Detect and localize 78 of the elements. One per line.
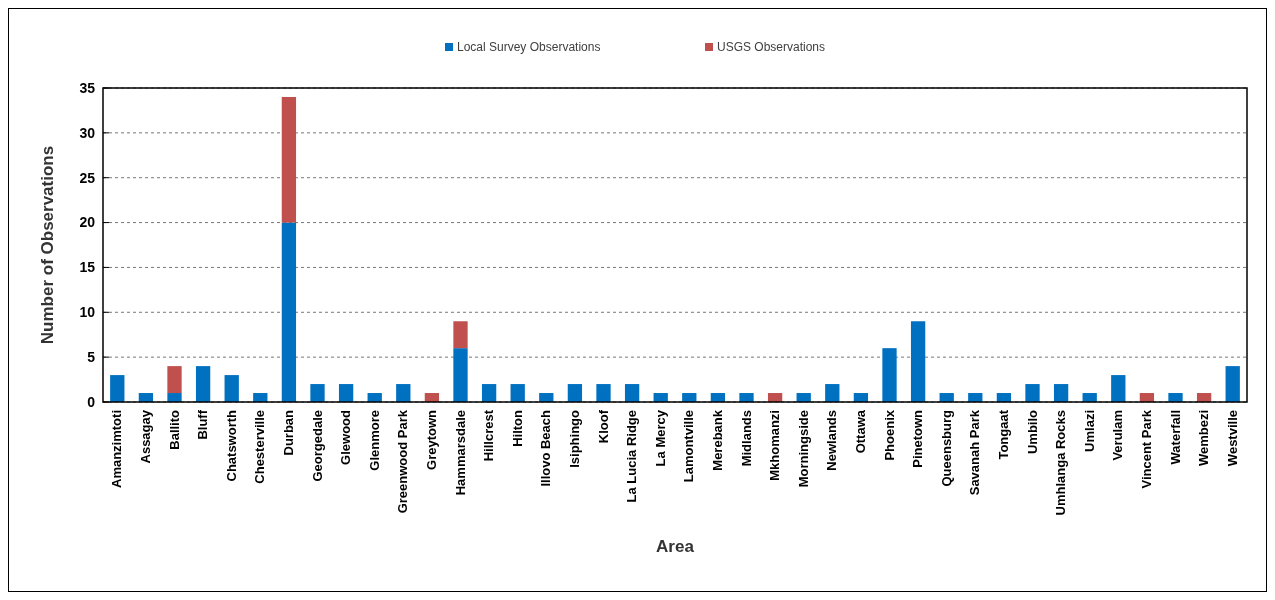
y-axis-title: Number of Observations [38, 145, 57, 345]
bar [453, 348, 468, 402]
bar [224, 375, 239, 402]
bar [1025, 384, 1040, 402]
legend-label: USGS Observations [717, 40, 826, 54]
bar [310, 384, 325, 402]
bar [1225, 366, 1240, 402]
x-tick-label: Lamontville [681, 410, 697, 483]
x-tick-label: Morningside [795, 410, 811, 488]
x-tick-label: Glenmore [366, 410, 382, 471]
bar [167, 393, 182, 402]
bar [281, 96, 297, 223]
x-axis-title: Area [656, 537, 695, 556]
x-tick-label: Hillcrest [481, 409, 497, 462]
y-tick-label: 5 [87, 349, 96, 366]
y-tick-label: 30 [79, 124, 96, 141]
x-tick-label: Amanzimtoti [109, 410, 125, 488]
x-tick-label: La Lucia Ridge [624, 410, 640, 503]
bar [396, 384, 411, 402]
x-tick-label: Hammarsdale [452, 410, 468, 496]
bar [510, 384, 525, 402]
bar [567, 384, 583, 402]
x-tick-label: Ottawa [852, 409, 868, 454]
x-tick-label: Umhlanga Rocks [1053, 410, 1069, 516]
bar [338, 384, 354, 402]
x-tick-label: Durban [280, 409, 296, 456]
y-tick-label: 15 [79, 259, 96, 276]
y-tick-label: 20 [79, 214, 96, 231]
x-tick-label: Assagay [137, 409, 153, 464]
x-tick-label: Westville [1224, 410, 1240, 467]
x-tick-label: Queensburg [938, 409, 954, 487]
x-tick-label: Umbilo [1024, 409, 1040, 455]
bar [110, 375, 125, 402]
bar [825, 384, 840, 402]
x-tick-label: Vincent Park [1138, 409, 1154, 489]
x-tick-label: Savanah Park [967, 409, 983, 496]
x-tick-label: Chatsworth [223, 409, 239, 482]
bar [167, 366, 182, 394]
x-tick-label: Illovo Beach [538, 409, 554, 487]
x-tick-label: Merebank [709, 409, 725, 471]
x-tick-label: Newlands [824, 410, 840, 471]
x-tick-label: Mkhomanzi [767, 410, 783, 481]
y-tick-label: 25 [79, 169, 96, 186]
x-tick-label: Umlazi [1081, 410, 1097, 452]
bar [596, 384, 611, 402]
x-tick-label: Phoenix [881, 409, 897, 461]
x-tick-label: Bluff [195, 409, 211, 440]
y-tick-label: 10 [79, 304, 96, 321]
x-tick-label: Wembezi [1196, 410, 1212, 467]
x-tick-label: Isiphingo [566, 409, 582, 468]
x-tick-label: Kloof [595, 409, 611, 444]
bar [453, 321, 468, 349]
x-tick-label: La Mercy [652, 409, 668, 467]
bar [1053, 384, 1069, 402]
bar [910, 321, 926, 402]
bar [1111, 375, 1126, 402]
x-tick-label: Pinetown [910, 409, 926, 468]
x-tick-label: Greytown [423, 409, 439, 470]
bar [281, 222, 297, 402]
x-tick-label: Verulam [1110, 410, 1126, 461]
x-tick-label: Chesterville [252, 410, 268, 484]
x-tick-label: Hilton [509, 409, 525, 447]
x-tick-label: Ballito [166, 409, 182, 450]
x-tick-label: Waterfall [1167, 410, 1183, 465]
bar [1168, 393, 1183, 402]
bar [481, 384, 497, 402]
x-tick-label: Tongaat [995, 409, 1011, 460]
x-tick-label: Georgedale [309, 410, 325, 482]
x-tick-label: Midlands [738, 410, 754, 467]
legend-label: Local Survey Observations [457, 40, 601, 54]
bar [739, 393, 754, 402]
bar [195, 366, 211, 402]
y-tick-label: 0 [87, 393, 96, 410]
bar [882, 348, 897, 402]
y-tick-label: 35 [79, 79, 96, 96]
bar [624, 384, 640, 402]
x-tick-label: Glewood [338, 409, 354, 465]
x-tick-label: Greenwood Park [395, 409, 411, 514]
